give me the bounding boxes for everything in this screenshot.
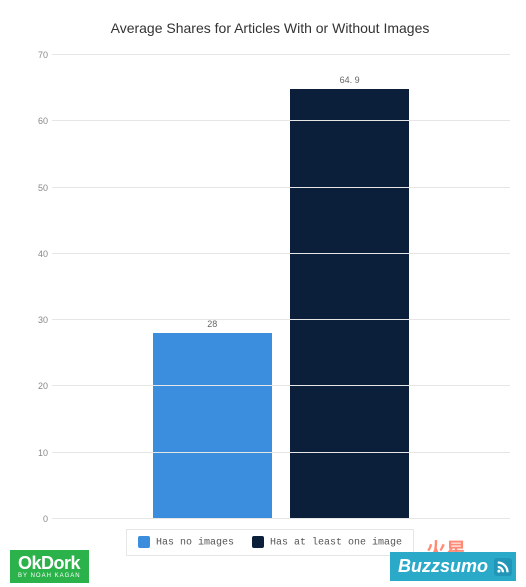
- gridline: [52, 518, 510, 519]
- okdork-logo-text: OkDork: [18, 553, 80, 573]
- gridline: [52, 319, 510, 320]
- y-axis-label: 20: [30, 381, 48, 391]
- bar-value-label: 28: [153, 319, 272, 329]
- y-axis-label: 0: [30, 514, 48, 524]
- bar: 64. 9: [290, 89, 409, 518]
- y-axis-label: 60: [30, 116, 48, 126]
- y-axis-label: 30: [30, 315, 48, 325]
- y-axis-label: 70: [30, 50, 48, 60]
- gridline: [52, 452, 510, 453]
- okdork-logo: OkDork BY NOAH KAGAN: [10, 550, 89, 583]
- chart-title: Average Shares for Articles With or With…: [30, 20, 510, 36]
- buzzsumo-logo: Buzzsumo: [390, 552, 516, 581]
- gridline: [52, 54, 510, 55]
- gridline: [52, 253, 510, 254]
- chart-container: Average Shares for Articles With or With…: [30, 20, 510, 556]
- gridline: [52, 385, 510, 386]
- okdork-logo-byline: BY NOAH KAGAN: [18, 573, 81, 579]
- y-axis-label: 50: [30, 183, 48, 193]
- gridline: [52, 187, 510, 188]
- buzzsumo-logo-text: Buzzsumo: [398, 556, 488, 576]
- rss-icon: [494, 558, 512, 576]
- y-axis-label: 40: [30, 249, 48, 259]
- gridline: [52, 120, 510, 121]
- y-axis-label: 10: [30, 448, 48, 458]
- bar: 28: [153, 333, 272, 518]
- bar-value-label: 64. 9: [290, 75, 409, 85]
- bars-layer: 2864. 9: [52, 55, 510, 519]
- footer: OkDork BY NOAH KAGAN Buzzsumo: [0, 547, 526, 583]
- plot-area: 2864. 9 010203040506070: [52, 54, 510, 519]
